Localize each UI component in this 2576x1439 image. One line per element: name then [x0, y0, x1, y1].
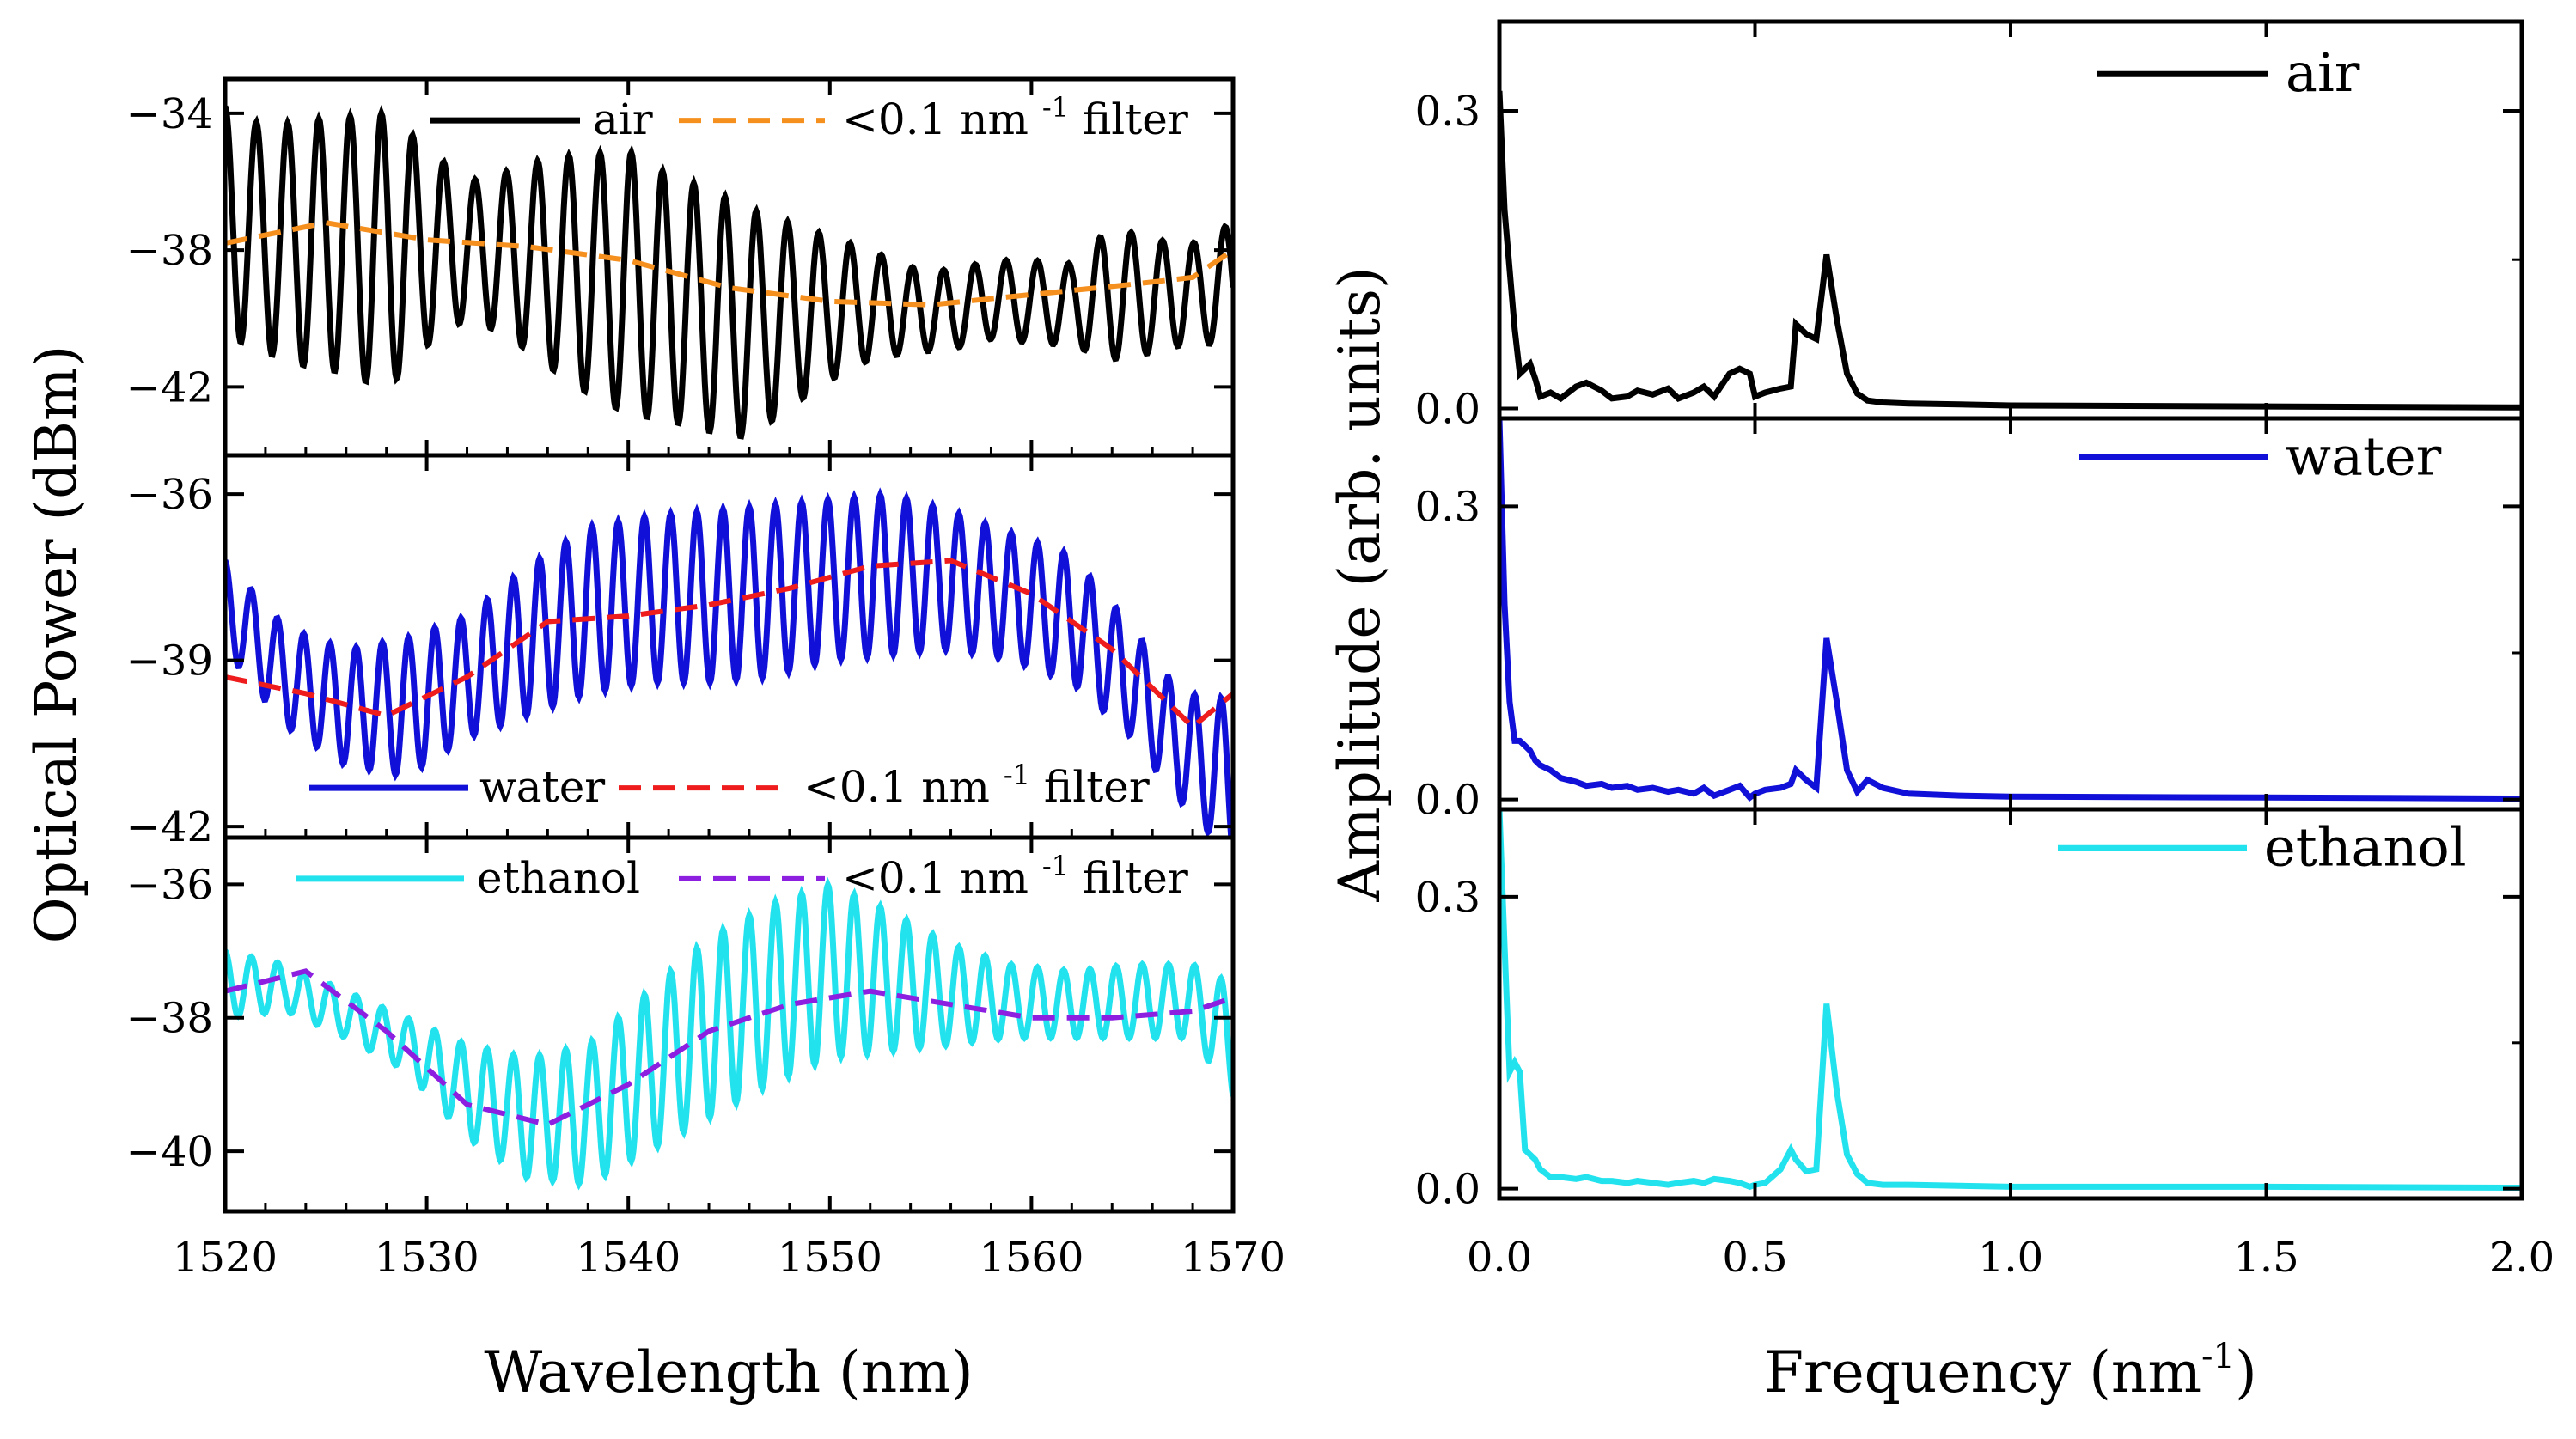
air-legend: air <0.1 nm -1 filter [430, 91, 1188, 144]
y-tick-label: −36 [126, 861, 213, 909]
ethanol-filter-line [225, 968, 1233, 1128]
y-tick-label: −42 [126, 363, 213, 412]
wavelength-panel-air: −34 −38 −42 air <0.1 nm -1 filter [126, 76, 1236, 458]
x-tick-label: 1.5 [2233, 1234, 2298, 1282]
ethanol-filter-legend-label: <0.1 nm -1 filter [842, 850, 1188, 903]
air-spectrum-line [225, 105, 1233, 440]
y-tick-label: 0.3 [1415, 874, 1480, 922]
air-panel-frame [1497, 19, 2524, 421]
y-tick-label: −36 [126, 471, 213, 519]
y-axis-title: Optical Power (dBm) [23, 345, 89, 944]
y-tick-label: 0.3 [1415, 483, 1480, 531]
air-spectrum-line [1499, 90, 2522, 411]
ethanol-legend: ethanol <0.1 nm -1 filter [296, 850, 1188, 903]
water-spectrum-line [1499, 418, 2522, 802]
air-legend-label: air [593, 95, 653, 144]
y-tick-label: 0.3 [1415, 88, 1480, 136]
water-legend-label: water [2286, 425, 2442, 488]
water-legend-label: water [479, 762, 605, 812]
water-legend: water [2079, 425, 2442, 488]
wavelength-panel-ethanol: −36 −38 −40 ethanol <0.1 nm -1 filter [126, 835, 1236, 1214]
frequency-panel-air: 0.0 0.3 air [1415, 19, 2524, 433]
water-filter-line [225, 558, 1233, 731]
y-tick-label: −42 [126, 803, 213, 851]
ethanol-panel-frame [223, 835, 1236, 1214]
x-tick-label: 1560 [979, 1234, 1084, 1282]
y-tick-label: 0.0 [1415, 1166, 1480, 1214]
ethanol-legend-label: ethanol [477, 853, 640, 903]
water-filter-legend-label: <0.1 nm -1 filter [803, 759, 1150, 812]
frequency-chart: 0.0 0.3 air 0.0 0.3 water 0.0 0.3 ethanol 0.0 0.5 1… [1327, 19, 2555, 1405]
x-tick-label: 1.0 [1978, 1234, 2043, 1282]
y-tick-label: 0.0 [1415, 385, 1480, 433]
ethanol-legend-label: ethanol [2264, 815, 2467, 878]
ethanol-legend: ethanol [2058, 815, 2467, 878]
x-tick-label: 1520 [173, 1234, 278, 1282]
x-tick-label: 1550 [778, 1234, 882, 1282]
water-legend: water <0.1 nm -1 filter [309, 759, 1150, 812]
y-tick-label: −38 [126, 995, 213, 1043]
wavelength-panel-water: −36 −39 −42 water <0.1 nm -1 filter [126, 453, 1236, 851]
x-tick-label: 0.0 [1467, 1234, 1532, 1282]
y-tick-label: 0.0 [1415, 777, 1480, 825]
frequency-panel-ethanol: 0.0 0.3 ethanol [1415, 807, 2524, 1214]
air-filter-legend-label: <0.1 nm -1 filter [842, 91, 1188, 144]
x-tick-label: 1570 [1181, 1234, 1285, 1282]
air-legend-label: air [2286, 41, 2360, 104]
ethanol-spectrum-line [225, 876, 1233, 1191]
water-spectrum-line [225, 487, 1233, 838]
x-tick-label: 0.5 [1722, 1234, 1787, 1282]
y-tick-label: −38 [126, 227, 213, 275]
air-legend: air [2097, 41, 2360, 104]
y-axis-title: Amplitude (arb. units) [1327, 266, 1393, 902]
x-tick-label: 2.0 [2489, 1234, 2555, 1282]
x-tick-label: 1530 [375, 1234, 479, 1282]
y-tick-label: −34 [126, 90, 213, 138]
x-tick-label: 1540 [576, 1234, 681, 1282]
wavelength-chart: −34 −38 −42 air <0.1 nm -1 filter −36 −39 −42 wa… [23, 76, 1285, 1405]
air-filter-line [225, 220, 1233, 308]
ethanol-spectrum-line [1499, 809, 2522, 1191]
x-axis-title: Frequency (nm-1) [1764, 1337, 2257, 1405]
y-tick-label: −39 [126, 637, 213, 686]
frequency-panel-water: 0.0 0.3 water [1415, 416, 2524, 825]
y-tick-label: −40 [126, 1128, 213, 1176]
x-axis-title: Wavelength (nm) [484, 1339, 973, 1405]
